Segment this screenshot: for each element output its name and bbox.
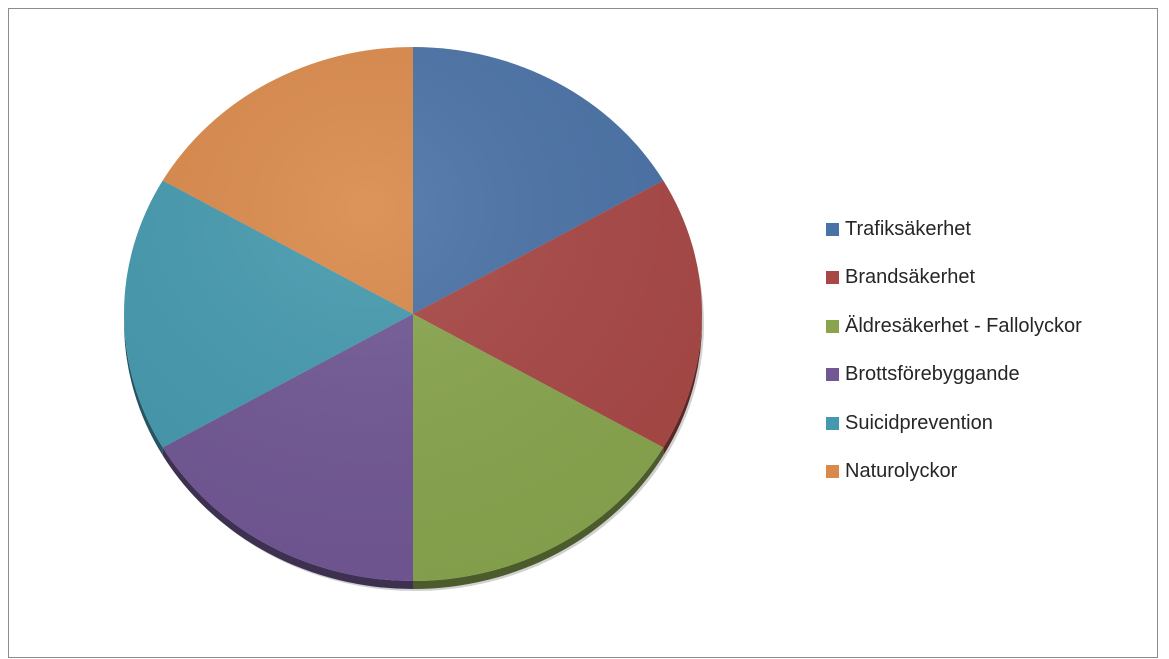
legend-swatch: [826, 416, 839, 430]
legend-item-aldresakerhet-fallolyckor[interactable]: Äldresäkerhet - Fallolyckor: [826, 302, 1082, 351]
legend-label: Suicidprevention: [845, 411, 993, 434]
legend-swatch: [826, 465, 839, 479]
legend-item-trafiksakerhet[interactable]: Trafiksäkerhet: [826, 205, 1082, 254]
legend-label: Äldresäkerhet - Fallolyckor: [845, 314, 1082, 337]
legend-label: Trafiksäkerhet: [845, 217, 971, 240]
legend-swatch: [826, 319, 839, 333]
legend-item-suicidprevention[interactable]: Suicidprevention: [826, 399, 1082, 448]
legend-item-naturolyckor[interactable]: Naturolyckor: [826, 448, 1082, 497]
chart-area: Trafiksäkerhet Brandsäkerhet Äldresäkerhet…: [8, 8, 1158, 658]
legend-label: Brandsäkerhet: [845, 266, 976, 289]
legend-item-brottsforebyggande[interactable]: Brottsförebyggande: [826, 351, 1082, 400]
legend-label: Brottsförebyggande: [845, 363, 1020, 386]
legend: Trafiksäkerhet Brandsäkerhet Äldresäkerhet…: [826, 205, 1082, 496]
legend-swatch: [826, 368, 839, 382]
legend-swatch: [826, 271, 839, 285]
legend-swatch: [826, 222, 839, 236]
legend-label: Naturolyckor: [845, 460, 958, 483]
legend-item-brandsakerhet[interactable]: Brandsäkerhet: [826, 254, 1082, 303]
